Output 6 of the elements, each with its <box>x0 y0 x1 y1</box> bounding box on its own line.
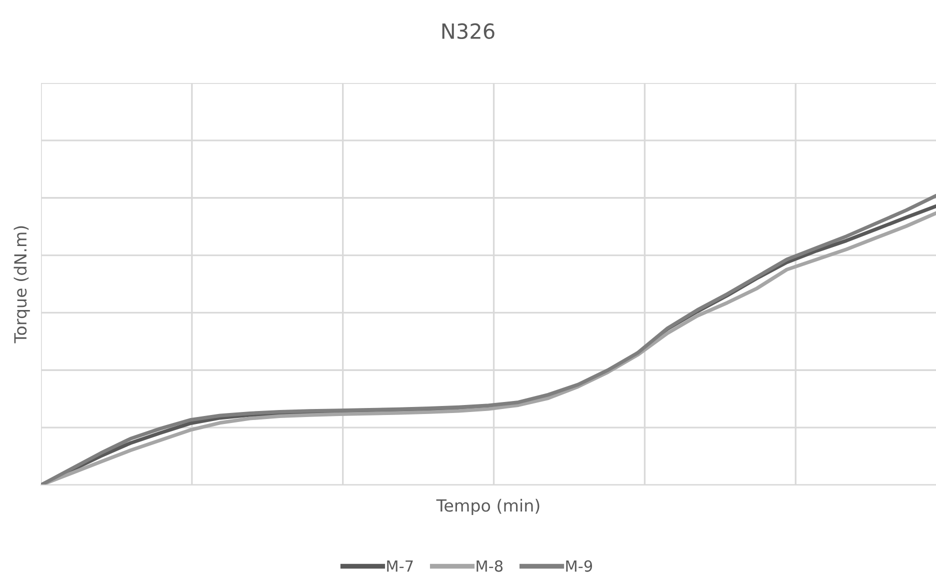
y-axis-title: Torque (dN.m) <box>14 226 30 344</box>
legend-label: M-9 <box>566 560 592 572</box>
legend-label: M-7 <box>387 560 413 572</box>
x-axis-title: Tempo (min) <box>436 498 540 516</box>
legend-label: M-8 <box>476 560 503 572</box>
chart-title: N326 <box>442 23 494 40</box>
